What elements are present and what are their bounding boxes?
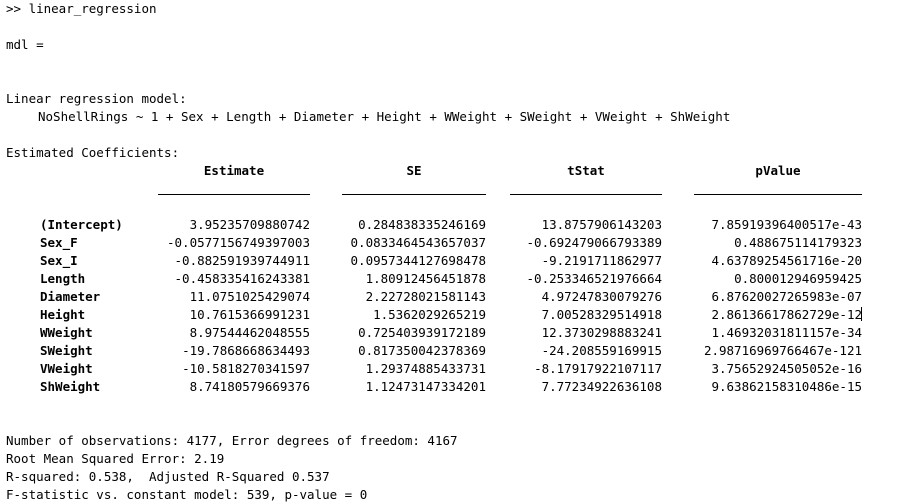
column-header-tstat: tStat	[567, 163, 605, 178]
coef-se: 0.725403939172189	[358, 325, 486, 340]
coef-pvalue: 6.87620027265983e-07	[711, 289, 862, 304]
coef-tstat: 7.00528329514918	[541, 307, 662, 322]
coef-pvalue: 2.86136617862729e-12	[711, 307, 862, 322]
coef-name: Sex_F	[40, 235, 78, 250]
coef-name: VWeight	[40, 361, 93, 376]
coef-pvalue: 4.63789254561716e-20	[711, 253, 862, 268]
text-cursor	[861, 307, 862, 321]
rsquared-line: R-squared: 0.538, Adjusted R-Squared 0.5…	[6, 469, 330, 484]
coef-estimate: -0.458335416243381	[174, 271, 310, 286]
model-formula: NoShellRings ~ 1 + Sex + Length + Diamet…	[38, 109, 731, 124]
coef-se: 0.0833464543657037	[350, 235, 486, 250]
column-header-se: SE	[406, 163, 422, 178]
coef-estimate: -19.7868668634493	[182, 343, 310, 358]
coef-tstat: -8.17917922107117	[534, 361, 662, 376]
coef-estimate: 8.74180579669376	[189, 379, 310, 394]
coef-name: Diameter	[40, 289, 101, 304]
fstat-line: F-statistic vs. constant model: 539, p-v…	[6, 487, 368, 502]
coef-se: 0.0957344127698478	[350, 253, 486, 268]
header-underline-estimate	[158, 194, 310, 195]
coef-tstat: -24.208559169915	[541, 343, 662, 358]
coef-name: ShWeight	[40, 379, 101, 394]
coef-pvalue: 0.488675114179323	[734, 235, 862, 250]
coef-name: (Intercept)	[40, 217, 123, 232]
coef-tstat: 4.97247830079276	[541, 289, 662, 304]
coef-estimate: 3.95235709880742	[189, 217, 310, 232]
coef-tstat: -0.253346521976664	[526, 271, 662, 286]
coef-pvalue: 1.46932031811157e-34	[711, 325, 862, 340]
coef-se: 1.80912456451878	[365, 271, 486, 286]
coef-tstat: -0.692479066793389	[526, 235, 662, 250]
header-underline-se	[342, 194, 486, 195]
column-header-estimate: Estimate	[203, 163, 265, 178]
coef-pvalue: 7.85919396400517e-43	[711, 217, 862, 232]
coef-se: 0.284838335246169	[358, 217, 486, 232]
observations-line: Number of observations: 4177, Error degr…	[6, 433, 458, 448]
coef-tstat: 7.77234922636108	[541, 379, 662, 394]
coef-name: Height	[40, 307, 86, 322]
rmse-line: Root Mean Squared Error: 2.19	[6, 451, 225, 466]
coef-name: SWeight	[40, 343, 93, 358]
coef-se: 0.817350042378369	[358, 343, 486, 358]
command-text: linear_regression	[28, 1, 157, 16]
coef-name: Sex_I	[40, 253, 78, 268]
coef-tstat: -9.2191711862977	[541, 253, 662, 268]
coef-estimate: 11.0751025429074	[189, 289, 310, 304]
coef-estimate: 10.7615366991231	[189, 307, 310, 322]
coef-estimate: -10.5818270341597	[182, 361, 310, 376]
coef-tstat: 13.8757906143203	[541, 217, 662, 232]
coef-pvalue: 9.63862158310486e-15	[711, 379, 862, 394]
coef-name: Length	[40, 271, 86, 286]
variable-assignment: mdl =	[6, 37, 44, 52]
coef-pvalue: 2.98716969766467e-121	[703, 343, 862, 358]
coef-pvalue: 3.75652924505052e-16	[711, 361, 862, 376]
coefficients-title: Estimated Coefficients:	[6, 145, 180, 160]
prompt: >>	[6, 1, 29, 16]
column-header-pvalue: pValue	[755, 163, 801, 178]
coef-tstat: 12.3730298883241	[541, 325, 662, 340]
coef-estimate: -0.0577156749397003	[167, 235, 310, 250]
coef-se: 2.22728021581143	[365, 289, 486, 304]
model-title: Linear regression model:	[6, 91, 187, 106]
header-underline-tstat	[510, 194, 662, 195]
coef-se: 1.5362029265219	[373, 307, 486, 322]
header-underline-pvalue	[694, 194, 862, 195]
coef-estimate: -0.882591939744911	[174, 253, 310, 268]
coef-estimate: 8.97544462048555	[189, 325, 310, 340]
coef-se: 1.12473147334201	[365, 379, 486, 394]
coef-se: 1.29374885433731	[365, 361, 486, 376]
coef-pvalue: 0.800012946959425	[734, 271, 862, 286]
coef-name: WWeight	[40, 325, 93, 340]
command-line: >> linear_regression	[6, 2, 157, 16]
